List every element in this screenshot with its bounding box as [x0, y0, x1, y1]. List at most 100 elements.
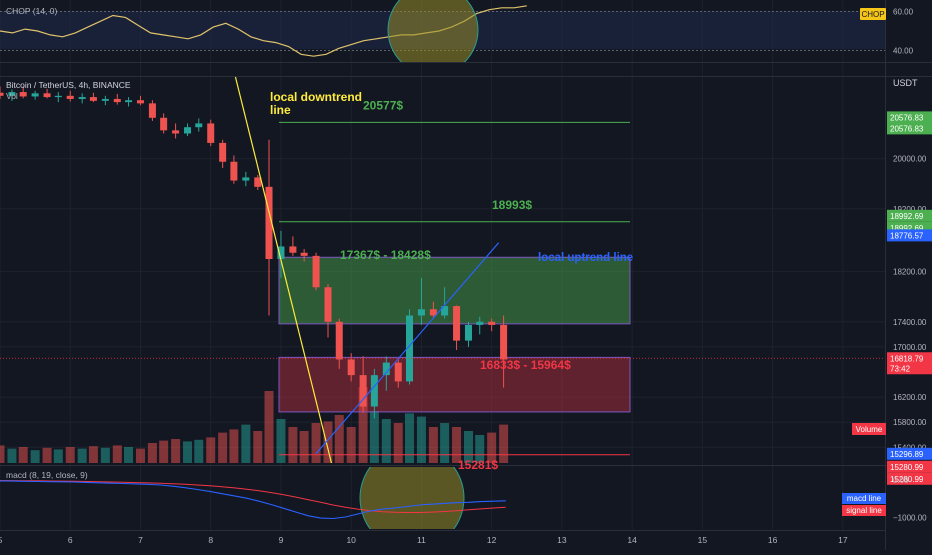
- volume-bar-21: [241, 424, 251, 463]
- price-badge-text-8: 15280.99: [890, 463, 924, 472]
- price-badge-1: 20576.83: [887, 122, 932, 135]
- price-label-0: 20000.00: [893, 155, 927, 164]
- candle-18: [207, 119, 215, 147]
- time-label-3: 8: [208, 535, 213, 545]
- chop-scale-label-1: 40.00: [893, 46, 914, 55]
- candle-40: [464, 321, 472, 347]
- time-label-12: 17: [838, 535, 848, 545]
- volume-bar-12: [135, 448, 145, 463]
- volume-bar-5: [53, 449, 63, 463]
- volume-bar-24: [276, 419, 286, 463]
- volume-bar-31: [358, 387, 368, 463]
- price-badge-text-7: 15296.89: [890, 450, 924, 459]
- candle-1: [8, 89, 16, 101]
- volume-bar-35: [404, 413, 414, 463]
- candle-42: [488, 318, 496, 332]
- volume-bar-13: [147, 443, 157, 463]
- candle-35: [405, 309, 413, 385]
- downtrend-label-line-0: local downtrend: [270, 90, 362, 104]
- volume-bar-37: [428, 427, 438, 463]
- price-badge-6: 73:42: [887, 362, 932, 375]
- candle-33: [382, 356, 390, 391]
- volume-bar-40: [463, 431, 473, 463]
- level-label-1: 18993$: [492, 198, 532, 212]
- volume-bar-14: [159, 440, 169, 463]
- volume-bar-32: [369, 411, 379, 463]
- candle-10: [113, 93, 121, 105]
- level-label-2: 15281$: [458, 458, 498, 472]
- signal-line: [0, 480, 506, 513]
- macd-legend-0: macd line: [842, 493, 886, 504]
- price-badge-text-4: 18776.57: [890, 231, 924, 240]
- main-pane[interactable]: [0, 77, 885, 463]
- macd-legend-1: signal line: [842, 505, 886, 516]
- volume-bar-10: [112, 445, 122, 463]
- price-label-1: 19200.00: [893, 205, 927, 214]
- candle-4: [43, 88, 51, 99]
- volume-bar-9: [100, 447, 110, 463]
- price-badge-text-9: 15280.99: [890, 475, 924, 484]
- symbol-title[interactable]: Bitcoin / TetherUS, 4h, BINANCE: [6, 80, 131, 90]
- candle-7: [78, 93, 86, 104]
- volume-bar-6: [65, 447, 75, 463]
- price-badge-text-6: 73:42: [890, 364, 911, 373]
- volume-bar-16: [183, 441, 193, 463]
- volume-bar-41: [475, 435, 485, 463]
- time-label-6: 11: [417, 535, 426, 545]
- volume-bar-34: [393, 423, 403, 463]
- volume-bar-0: [0, 445, 5, 463]
- volume-bar-3: [30, 450, 40, 463]
- candle-36: [417, 277, 425, 325]
- candle-26: [300, 248, 308, 262]
- volume-bar-18: [206, 437, 216, 463]
- volume-bar-4: [42, 447, 52, 463]
- volume-bar-1: [7, 448, 17, 463]
- volume-bar-43: [499, 424, 509, 463]
- uptrend-line: [315, 242, 500, 454]
- macd-label: macd (8, 19, close, 9): [6, 470, 88, 480]
- price-badge-0: 20576.83: [887, 111, 932, 124]
- price-levels: [279, 121, 630, 456]
- currency-label[interactable]: USDT: [893, 78, 918, 88]
- price-badge-5: 16818.79: [887, 352, 932, 365]
- price-label-6: 15800.00: [893, 418, 927, 427]
- zone-label-0: 17367$ - 18428$: [340, 248, 431, 262]
- volume-bar-39: [452, 427, 462, 463]
- candle-20: [230, 155, 238, 184]
- volume-bar-19: [218, 432, 228, 463]
- candle-38: [441, 287, 449, 319]
- candle-22: [254, 174, 262, 190]
- time-label-11: 16: [768, 535, 778, 545]
- volume-bar-26: [299, 431, 309, 463]
- volume-bar-15: [171, 439, 181, 463]
- price-badge-text-5: 16818.79: [890, 354, 924, 363]
- chop-scale-label-0: 60.00: [893, 8, 914, 17]
- price-badge-text-3: 18992.69: [890, 224, 924, 233]
- uptrend-label: local uptrend line: [538, 252, 633, 264]
- axes: 20577$ 18993$ 15281$ 17367$ - 18428$ 16833$ …: [0, 8, 932, 545]
- time-label-7: 12: [487, 535, 497, 545]
- price-badge-text-0: 20576.83: [890, 113, 924, 122]
- candle-39: [453, 305, 461, 351]
- time-label-2: 7: [138, 535, 143, 545]
- volume-badge: Volume: [852, 423, 886, 435]
- volume-bar-23: [264, 391, 274, 463]
- price-badge-7: 15296.89: [887, 447, 932, 460]
- volume-bar-38: [440, 423, 450, 463]
- volume-bar-8: [88, 446, 98, 463]
- chop-badge-text: CHOP: [861, 10, 884, 19]
- candle-21: [242, 171, 250, 187]
- downtrend-label: local downtrend line: [270, 90, 362, 117]
- time-label-1: 6: [68, 535, 73, 545]
- candle-31: [359, 356, 367, 413]
- candle-11: [125, 97, 133, 107]
- time-label-8: 13: [557, 535, 567, 545]
- time-label-4: 9: [279, 535, 284, 545]
- candle-9: [101, 95, 109, 106]
- candle-16: [184, 123, 192, 136]
- macd-line: [0, 480, 506, 520]
- chop-label: CHOP (14, 0): [6, 6, 58, 16]
- volume-bar-20: [229, 429, 239, 463]
